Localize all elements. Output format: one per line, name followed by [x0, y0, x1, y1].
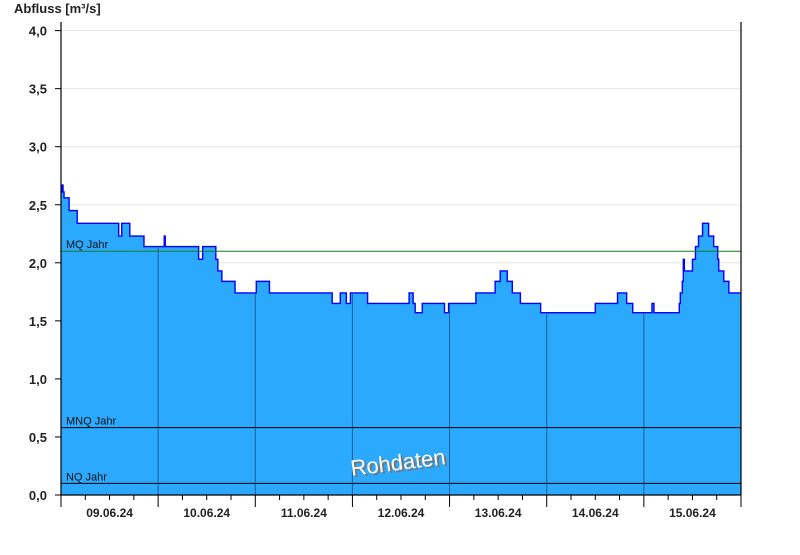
- data-area: [61, 184, 741, 495]
- reference-lines: MQ Jahr MNQ Jahr NQ Jahr: [61, 239, 741, 484]
- y-tick-label: 2,5: [29, 198, 47, 213]
- reference-line-label: MQ Jahr: [66, 239, 109, 251]
- discharge-line: [61, 184, 741, 314]
- x-tick-label: 14.06.24: [572, 506, 619, 520]
- y-tick-label: 3,5: [29, 82, 47, 97]
- x-tick-label: 09.06.24: [86, 506, 133, 520]
- reference-line-label: MNQ Jahr: [66, 416, 116, 428]
- x-tick-label: 11.06.24: [281, 506, 327, 520]
- discharge-area: [61, 185, 741, 495]
- y-tick-label: 1,5: [29, 314, 47, 329]
- y-tick-label: 4,0: [29, 24, 47, 39]
- y-tick-label: 0,5: [29, 430, 47, 445]
- axes: 0,0 0,5 1,0 1,5 2,0 2,5 3,0 3,5 4,0 09.06.24 10.06…: [29, 22, 742, 520]
- reference-line-label: NQ Jahr: [66, 471, 107, 483]
- y-tick-label: 0,0: [29, 488, 47, 503]
- y-tick-label: 2,0: [29, 256, 47, 271]
- x-tick-label: 15.06.24: [669, 506, 716, 520]
- day-separators: [157, 246, 645, 495]
- x-tick-label: 10.06.24: [183, 506, 230, 520]
- x-tick-label: 12.06.24: [378, 506, 425, 520]
- y-tick-label: 1,0: [29, 372, 47, 387]
- x-tick-label: 13.06.24: [475, 506, 522, 520]
- y-tick-label: 3,0: [29, 140, 47, 155]
- y-axis-label: Abfluss [m³/s]: [14, 1, 101, 16]
